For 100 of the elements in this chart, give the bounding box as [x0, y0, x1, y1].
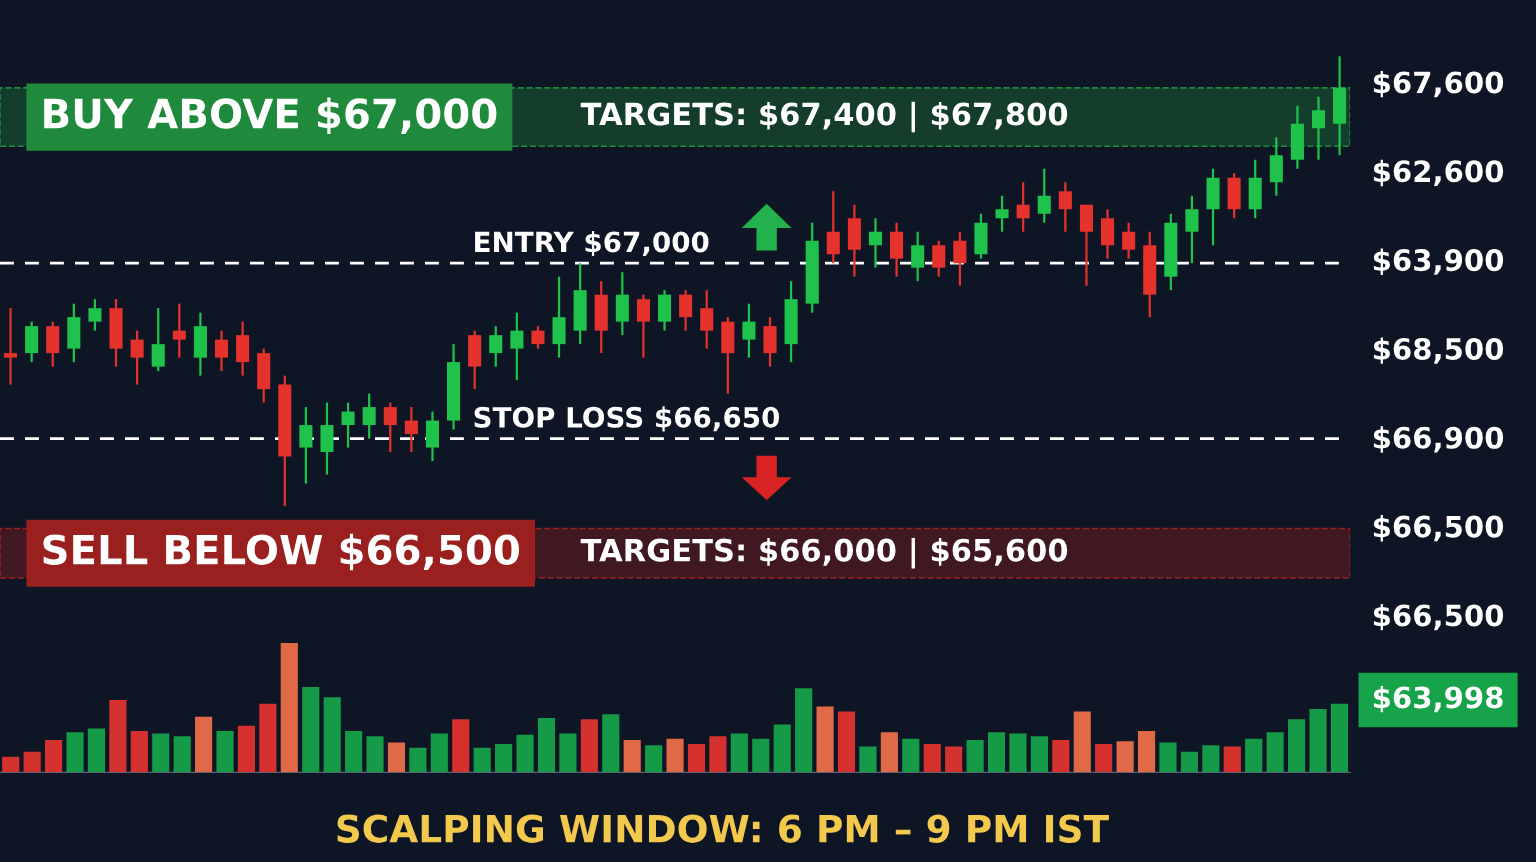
candlestick: [700, 289, 714, 350]
candlestick: [383, 401, 397, 454]
candlestick: [299, 405, 313, 485]
bar: [216, 730, 234, 773]
bar: [473, 747, 491, 773]
text: $63,998: [1373, 685, 1503, 713]
candlestick: [1037, 167, 1051, 224]
text: $66,500: [1373, 515, 1504, 542]
bar: [816, 706, 834, 773]
bar: [302, 687, 320, 773]
bar: [109, 699, 127, 773]
candlestick: [636, 293, 650, 359]
bar: [537, 718, 556, 773]
bar: [730, 733, 748, 773]
bar: [837, 711, 856, 773]
text: $62,600: [1373, 159, 1504, 187]
bar: [1073, 711, 1091, 773]
candlestick: [214, 329, 229, 373]
text: $66,900: [1373, 426, 1504, 453]
bar: [66, 732, 84, 773]
candlestick: [1311, 95, 1326, 161]
bar: [1202, 745, 1220, 773]
text: SCALPING WINDOW: 6 PM – 9 PM IST: [337, 814, 1109, 843]
candlestick: [742, 302, 756, 359]
candlestick: [88, 298, 102, 332]
bar: [366, 736, 384, 773]
candlestick: [341, 401, 355, 449]
bar: [23, 751, 41, 773]
candlestick: [911, 230, 925, 283]
annotation: BUY ABOVE $67,000: [44, 97, 497, 135]
bar: [859, 746, 877, 773]
bar: [1245, 738, 1263, 773]
bar: [645, 745, 663, 773]
bar: [1180, 751, 1198, 773]
bar: [195, 716, 213, 773]
bar: [1287, 719, 1306, 773]
bar: [1116, 741, 1134, 773]
candlestick: [531, 325, 545, 350]
bar: [602, 714, 620, 773]
bar: [902, 738, 920, 773]
bar: [1223, 746, 1241, 773]
candlestick: [995, 194, 1009, 233]
text: $66,500: [1373, 603, 1504, 631]
ref-line-label: ENTRY $67,000: [475, 230, 709, 257]
bar: [1266, 732, 1284, 773]
bar: [1095, 743, 1113, 773]
candlestick: [868, 217, 883, 269]
bar: [495, 743, 513, 773]
bar: [580, 719, 598, 773]
candlestick: [489, 325, 503, 368]
bar: [687, 743, 706, 773]
bar: [1030, 736, 1048, 773]
bar: [173, 736, 191, 773]
bar: [623, 740, 641, 773]
bar: [1052, 740, 1070, 773]
bar: [2, 756, 20, 773]
bar: [409, 747, 427, 773]
bar: [752, 738, 770, 773]
bar: [323, 697, 341, 773]
bar: [1330, 703, 1348, 773]
candlestick: [932, 239, 946, 278]
text: SELL BELOW $66,500: [43, 533, 520, 571]
bar: [559, 733, 577, 773]
candlestick: [826, 190, 840, 265]
bar: [1309, 708, 1327, 773]
bar: [923, 743, 941, 773]
candlestick: [1185, 194, 1199, 265]
candlestick: [151, 307, 165, 373]
text: $67,600: [1373, 70, 1504, 98]
candlestick: [1058, 181, 1072, 233]
bar: [452, 719, 470, 773]
bar: [259, 703, 277, 773]
candlestick: [1122, 221, 1136, 260]
candlestick: [1016, 181, 1030, 233]
bar: [880, 732, 898, 773]
bar: [709, 736, 727, 773]
bar: [945, 746, 963, 773]
candlestick: [130, 329, 144, 386]
ref-line-label: STOP LOSS $66,650: [474, 406, 780, 432]
text: $63,900: [1373, 248, 1504, 275]
bar: [280, 643, 298, 773]
bar: [516, 734, 534, 773]
band-label: TARGETS: $67,400 | $67,800: [580, 101, 1068, 133]
bar: [666, 738, 684, 773]
bar: [87, 728, 106, 773]
bar: [345, 730, 363, 773]
text: $68,500: [1373, 337, 1504, 364]
candlestick: [362, 392, 376, 440]
bar: [430, 733, 448, 773]
candlestick: [679, 289, 693, 332]
bar: [387, 742, 406, 773]
candlestick: [404, 405, 418, 454]
candlestick: [172, 302, 186, 359]
bar: [987, 732, 1006, 773]
bar: [795, 688, 813, 773]
bar: [1009, 733, 1027, 773]
bar: [773, 724, 791, 773]
candlestick: [510, 311, 524, 382]
bar: [152, 733, 170, 773]
bar: [1137, 730, 1156, 773]
